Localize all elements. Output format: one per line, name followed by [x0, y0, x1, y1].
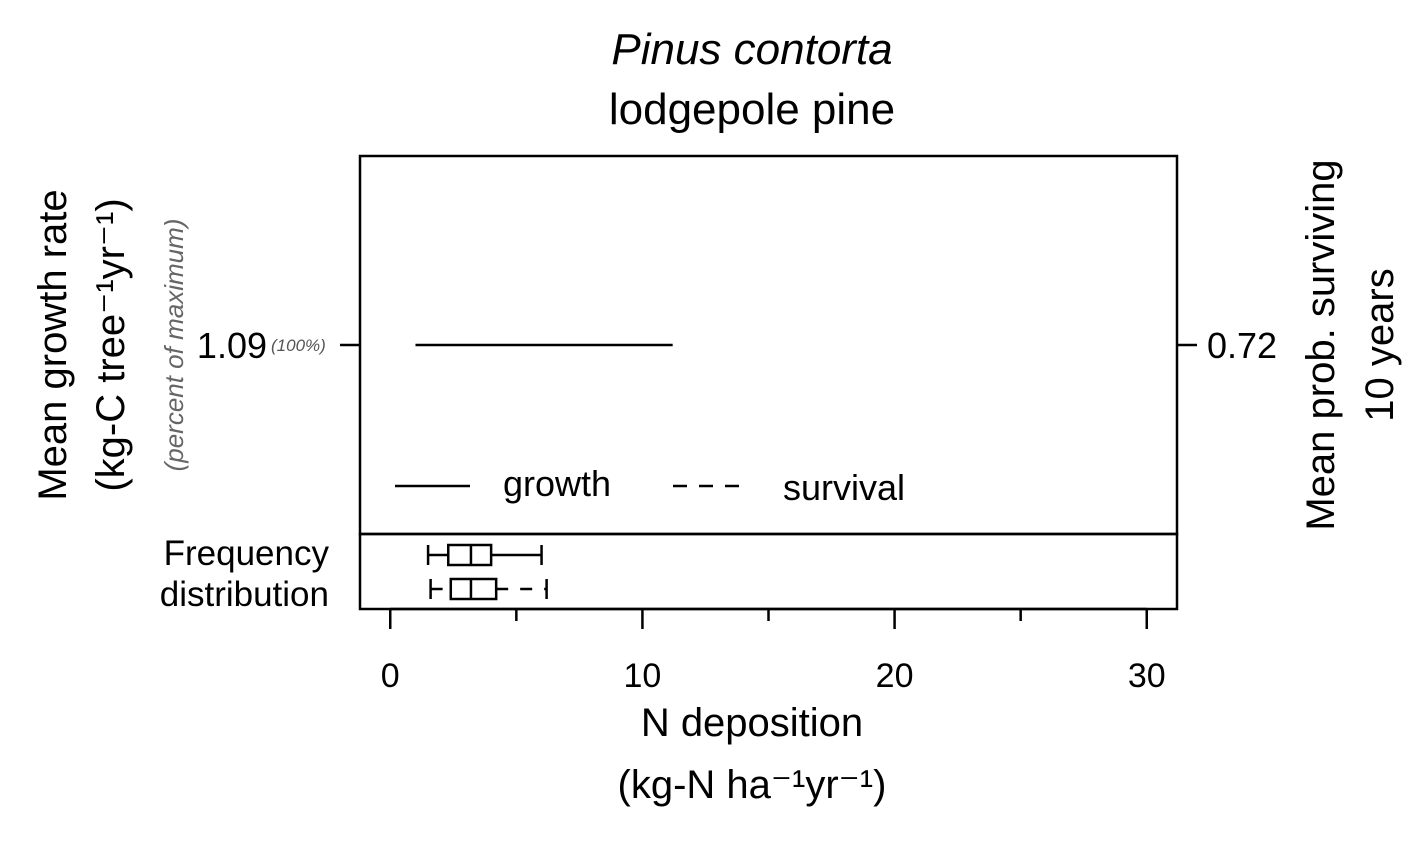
- right-ylabel-line2: 10 years: [1358, 268, 1402, 421]
- x-axis: 0 10 20 30: [381, 607, 1166, 695]
- left-ylabel-sub: (percent of maximum): [159, 219, 189, 472]
- xlabel-line1: N deposition: [641, 701, 863, 745]
- chart-title: Pinus contorta: [611, 25, 892, 74]
- legend: growth survival: [395, 463, 905, 508]
- x-tick-label: 20: [876, 657, 914, 695]
- left-ylabel-line2: (kg-C tree⁻¹yr⁻¹): [89, 198, 133, 491]
- x-tick-label: 10: [624, 657, 662, 695]
- right-ytick-label: 0.72: [1207, 325, 1277, 366]
- legend-label-growth: growth: [503, 463, 611, 504]
- freq-label-line1: Frequency: [164, 534, 330, 573]
- x-tick-label: 0: [381, 657, 400, 695]
- boxplot-layer: [426, 543, 548, 601]
- right-ylabel-line1: Mean prob. surviving: [1299, 159, 1343, 530]
- freq-label-line2: distribution: [160, 575, 329, 614]
- legend-label-survival: survival: [783, 467, 905, 508]
- boxplot-box-survival: [449, 577, 498, 601]
- left-ytick-percent: (100%): [271, 336, 326, 355]
- chart-subtitle: lodgepole pine: [609, 85, 895, 134]
- left-ylabel-line1: Mean growth rate: [31, 189, 75, 500]
- xlabel-line2: (kg-N ha⁻¹yr⁻¹): [618, 763, 887, 807]
- x-tick-label: 30: [1128, 657, 1166, 695]
- boxplot-box-growth: [447, 543, 493, 567]
- left-ytick-label: 1.09: [197, 325, 267, 366]
